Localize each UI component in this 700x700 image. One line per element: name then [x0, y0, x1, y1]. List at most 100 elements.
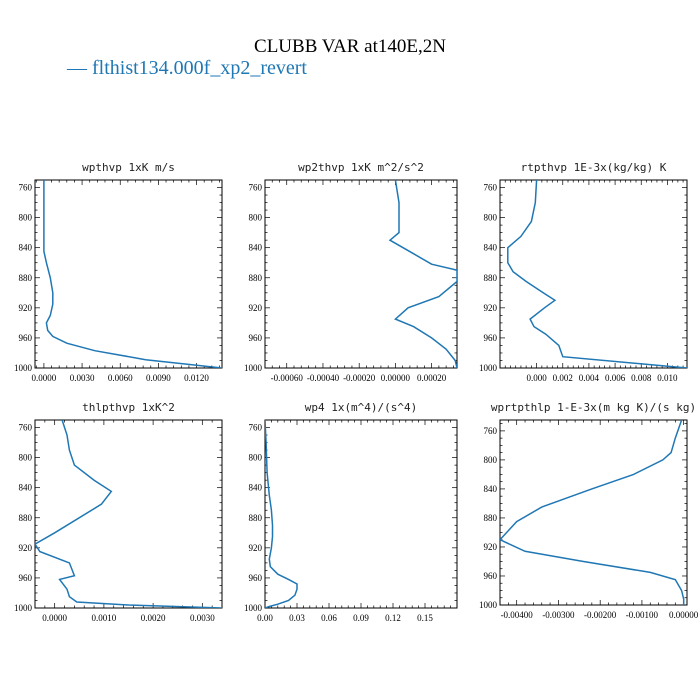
- y-tick-label: 960: [19, 333, 33, 343]
- x-tick-label: 0.0030: [190, 613, 215, 623]
- y-tick-label: 1000: [14, 363, 33, 373]
- panel-title: rtpthvp 1E-3x(kg/kg) K: [521, 161, 667, 174]
- x-tick-label: -0.00300: [542, 610, 575, 620]
- y-tick-label: 800: [484, 455, 498, 465]
- y-tick-label: 960: [484, 571, 498, 581]
- y-tick-label: 880: [19, 513, 33, 523]
- panel-5: wp4 1x(m^4)/(s^4)76080084088092096010000…: [244, 401, 458, 623]
- panel-title: wpthvp 1xK m/s: [82, 161, 175, 174]
- plot-frame: [34, 419, 223, 609]
- x-tick-label: 0.002: [553, 373, 573, 383]
- y-tick-label: 800: [249, 453, 263, 463]
- series-line: [388, 180, 457, 368]
- y-tick-label: 880: [484, 273, 498, 283]
- x-tick-label: 0.000: [526, 373, 547, 383]
- series-line: [500, 420, 685, 605]
- y-tick-label: 960: [249, 333, 263, 343]
- panel-3: rtpthvp 1E-3x(kg/kg) K 760 800 840 880 920 960…: [479, 161, 688, 383]
- panel-title: wp2thvp 1xK m^2/s^2: [298, 161, 424, 174]
- y-tick-label: 920: [249, 303, 263, 313]
- y-tick-label: 800: [484, 213, 498, 223]
- y-tick-label: 840: [19, 243, 33, 253]
- x-tick-label: 0.00: [257, 613, 273, 623]
- plot-frame: [34, 179, 223, 369]
- y-tick-label: 840: [484, 484, 498, 494]
- y-tick-label: 760: [19, 183, 33, 193]
- plot-frame: [264, 419, 458, 609]
- y-tick-label: 920: [484, 303, 498, 313]
- series-line: [35, 420, 222, 608]
- panel-title: wp4 1x(m^4)/(s^4): [305, 401, 418, 414]
- series-line: [265, 420, 298, 608]
- y-tick-label: 920: [484, 542, 498, 552]
- x-tick-label: 0.0030: [70, 373, 95, 383]
- panel-title: wprtpthlp 1-E-3x(m kg K)/(s kg): [491, 401, 696, 414]
- plot-frame: [499, 179, 688, 369]
- x-tick-label: -0.00200: [584, 610, 617, 620]
- x-tick-label: 0.09: [353, 613, 369, 623]
- y-tick-label: 920: [19, 303, 33, 313]
- x-tick-label: 0.004: [579, 373, 600, 383]
- x-tick-label: -0.00020: [343, 373, 376, 383]
- x-tick-label: 0.00020: [417, 373, 447, 383]
- y-tick-label: 1000: [479, 600, 498, 610]
- x-tick-label: 0.00000: [381, 373, 411, 383]
- y-tick-label: 840: [484, 243, 498, 253]
- x-tick-label: 0.0090: [146, 373, 171, 383]
- panel-title: thlpthvp 1xK^2: [82, 401, 175, 414]
- legend-line-marker: —: [67, 57, 87, 79]
- legend-entry: — flthist134.000f_xp2_revert: [67, 57, 307, 80]
- panel-2: wp2thvp 1xK m^2/s^2 760 800 840 880 920 960 100…: [244, 161, 458, 383]
- y-tick-label: 920: [19, 543, 33, 553]
- plot-frame: [499, 419, 688, 606]
- panel-6: wprtpthlp 1-E-3x(m kg K)/(s kg) 760 800 840…: [479, 401, 699, 620]
- y-tick-label: 840: [249, 483, 263, 493]
- x-tick-label: 0.010: [657, 373, 678, 383]
- figure-title: CLUBB VAR at140E,2N: [254, 36, 446, 57]
- x-tick-label: 0.0010: [92, 613, 117, 623]
- x-tick-label: 0.03: [289, 613, 305, 623]
- y-tick-label: 800: [19, 213, 33, 223]
- series-line: [43, 180, 222, 368]
- x-tick-label: -0.00100: [626, 610, 659, 620]
- y-tick-label: 840: [19, 483, 33, 493]
- y-tick-label: 760: [484, 426, 498, 436]
- x-tick-label: 0.15: [417, 613, 433, 623]
- y-tick-label: 840: [249, 243, 263, 253]
- x-tick-label: 0.006: [605, 373, 626, 383]
- y-tick-label: 800: [19, 453, 33, 463]
- panel-4: thlpthvp 1xK^2 760 800 840 880 920 960 1000 0.00…: [14, 401, 223, 623]
- y-tick-label: 760: [484, 183, 498, 193]
- x-tick-label: 0.0000: [32, 373, 57, 383]
- legend-label: flthist134.000f_xp2_revert: [92, 57, 307, 79]
- x-tick-label: -0.00400: [501, 610, 534, 620]
- plot-frame: [264, 179, 458, 369]
- y-tick-label: 1000: [244, 363, 263, 373]
- x-tick-label: 0.008: [631, 373, 652, 383]
- y-tick-label: 960: [249, 573, 263, 583]
- y-tick-label: 800: [249, 213, 263, 223]
- y-tick-label: 1000: [479, 363, 498, 373]
- x-tick-label: 0.0120: [184, 373, 209, 383]
- y-tick-label: 760: [249, 423, 263, 433]
- y-tick-label: 760: [19, 423, 33, 433]
- y-tick-label: 880: [249, 513, 263, 523]
- y-tick-label: 960: [19, 573, 33, 583]
- x-tick-label: 0.0020: [141, 613, 166, 623]
- panel-1: wpthvp 1xK m/s76080084088092096010000.00…: [14, 161, 223, 383]
- y-tick-label: 1000: [244, 603, 263, 613]
- x-tick-label: -0.00040: [307, 373, 340, 383]
- y-tick-label: 880: [249, 273, 263, 283]
- x-tick-label: 0.0000: [42, 613, 67, 623]
- x-tick-label: 0.00000: [669, 610, 699, 620]
- x-tick-label: -0.00060: [271, 373, 304, 383]
- x-tick-label: 0.06: [321, 613, 337, 623]
- x-tick-label: 0.12: [385, 613, 401, 623]
- x-tick-label: 0.0060: [108, 373, 133, 383]
- y-tick-label: 960: [484, 333, 498, 343]
- y-tick-label: 760: [249, 183, 263, 193]
- y-tick-label: 880: [484, 513, 498, 523]
- y-tick-label: 880: [19, 273, 33, 283]
- y-tick-label: 1000: [14, 603, 33, 613]
